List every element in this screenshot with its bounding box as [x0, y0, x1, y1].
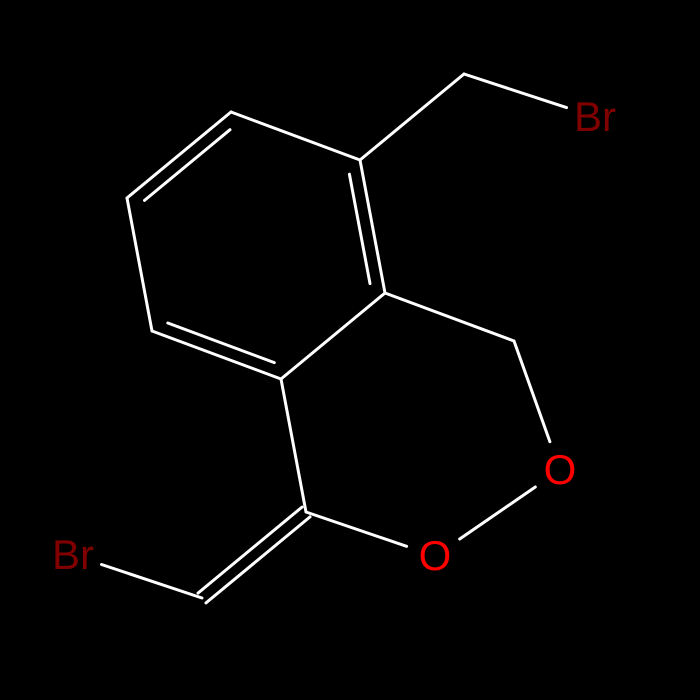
bond-line	[152, 331, 281, 379]
bond-line	[464, 74, 567, 108]
bond-line	[281, 293, 385, 379]
bond-line	[281, 379, 306, 512]
bond-line	[360, 160, 385, 293]
bond-line	[127, 198, 152, 331]
bond-line	[206, 517, 310, 603]
bond-line	[460, 487, 536, 539]
bond-line	[306, 512, 407, 546]
bond-line	[514, 341, 550, 442]
bond-line	[360, 74, 464, 160]
bond-line	[102, 565, 203, 599]
bond-line	[145, 130, 231, 201]
bond-line	[231, 112, 360, 160]
molecule-canvas: Br O O Br	[0, 0, 700, 700]
atom-label-o: O	[419, 535, 452, 577]
atom-label-br: Br	[574, 96, 616, 138]
bond-line	[198, 507, 302, 593]
bond-line	[385, 293, 514, 341]
atom-label-o: O	[544, 449, 577, 491]
atom-label-br: Br	[52, 534, 94, 576]
bond-line	[127, 112, 231, 198]
